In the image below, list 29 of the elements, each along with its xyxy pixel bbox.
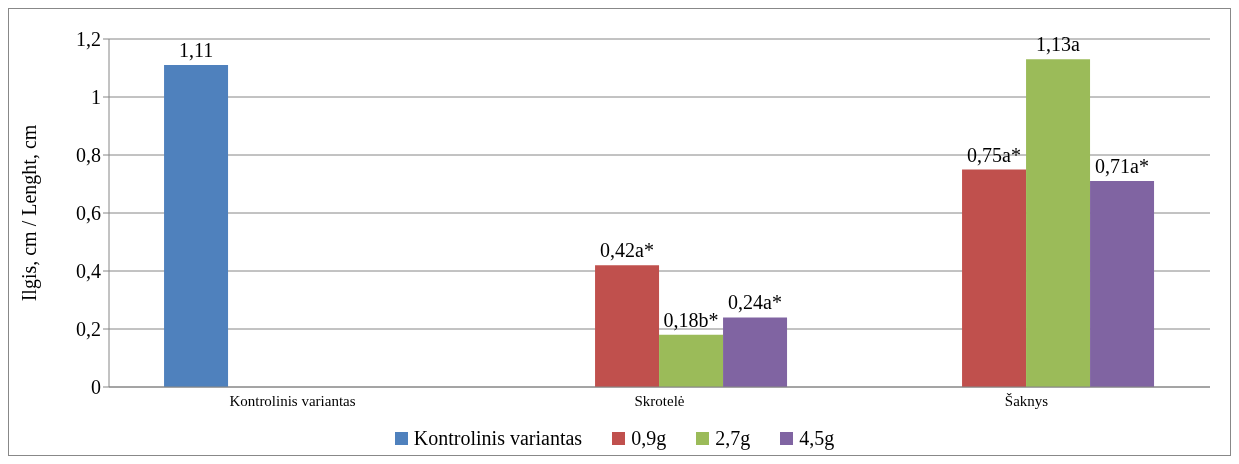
y-tick-label: 0,4 — [76, 260, 101, 283]
legend-label: 4,5g — [798, 427, 835, 450]
bar — [659, 334, 724, 387]
y-tick-label: 0 — [91, 376, 101, 399]
x-tick-label: Šaknys — [1004, 392, 1049, 409]
data-label: 0,75a* — [967, 143, 1021, 166]
data-label: 0,18b* — [663, 308, 719, 331]
data-label: 1,13a — [1036, 33, 1081, 56]
bar — [164, 65, 229, 387]
data-label: 0,71a* — [1095, 155, 1149, 178]
x-tick-label: Kontrolinis variantas — [229, 392, 356, 409]
y-tick-label: 1 — [91, 86, 101, 109]
bar — [595, 265, 660, 387]
x-tick-label: Skrotelė — [634, 392, 685, 409]
y-tick-label: 1,2 — [76, 28, 101, 51]
legend-label: 0,9g — [630, 427, 667, 450]
bar — [1090, 181, 1155, 387]
y-axis-title: Ilgis, cm / Lenght, cm — [18, 124, 42, 302]
legend-label: Kontrolinis variantas — [412, 427, 583, 450]
data-label: 0,42a* — [600, 239, 654, 262]
y-tick-label: 0,2 — [76, 318, 101, 341]
y-tick-label: 0,6 — [76, 202, 101, 225]
bar — [1026, 59, 1091, 387]
legend-label: 2,7g — [714, 427, 751, 450]
data-label: 1,11 — [178, 39, 214, 62]
data-label: 0,24a* — [728, 291, 782, 314]
y-tick-label: 0,8 — [76, 144, 101, 167]
bar — [723, 317, 788, 387]
bar — [962, 169, 1027, 387]
